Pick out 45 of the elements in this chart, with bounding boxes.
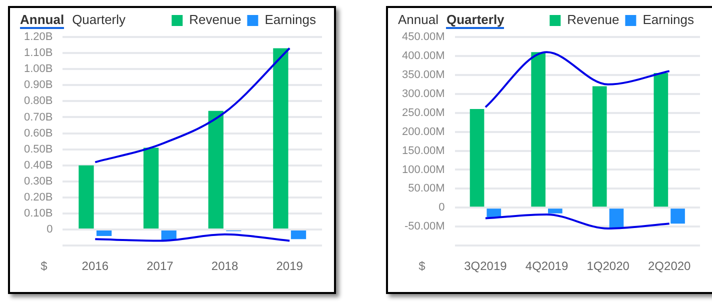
y-tick-label: 0.30B [24, 175, 53, 188]
y-tick-label: 250.00M [402, 106, 445, 119]
y-tick-label: 150.00M [402, 144, 445, 157]
y-tick-label: 100.00M [402, 164, 445, 176]
legend-label: Revenue [567, 12, 620, 28]
y-tick-label: 0.50B [24, 143, 53, 156]
y-tick-label: 0.40B [24, 159, 53, 172]
y-tick-label: 350.00M [402, 68, 445, 81]
y-tick-label: 50.00M [408, 182, 445, 195]
y-axis-title: $ [418, 259, 426, 274]
chart-subtitle: Annual [398, 12, 438, 29]
line-series [94, 47, 291, 164]
chart-title: Annual [20, 12, 64, 29]
x-tick-label: 2019 [276, 259, 304, 274]
y-tick-label: 0.70B [24, 111, 53, 124]
x-tick-label: 2016 [82, 259, 109, 274]
y-tick-label: 1.00B [24, 63, 53, 76]
legend-label: Earnings [642, 12, 694, 28]
text: Quarterly [72, 12, 126, 29]
y-tick-label: 0.60B [24, 127, 53, 140]
y-tick-label: 0.20B [24, 191, 53, 204]
y-tick-label: 1.10B [24, 47, 53, 60]
x-tick-label: 4Q2019 [525, 259, 568, 274]
legend-label: Revenue [189, 12, 242, 28]
line-series [484, 214, 670, 230]
x-tick-label: 2Q2020 [648, 259, 692, 274]
y-tick-label: 0.80B [24, 95, 53, 108]
x-tick-label: 2018 [211, 259, 238, 274]
x-tick-label: 3Q2019 [464, 259, 508, 274]
y-tick-label: 300.00M [402, 88, 445, 100]
line-series [484, 51, 670, 108]
y-tick-label: -50.00M [404, 220, 445, 233]
y-tick-label: 200.00M [402, 126, 445, 138]
legend-label: Earnings [264, 12, 316, 28]
x-tick-label: 1Q2020 [586, 259, 630, 274]
y-tick-label: 0.10B [24, 208, 53, 220]
y-tick-label: 450.00M [402, 31, 445, 44]
y-tick-label: 400.00M [402, 50, 445, 62]
x-tick-label: 2017 [146, 259, 174, 274]
chart-title: Quarterly [446, 12, 504, 29]
y-tick-label: 0 [438, 202, 445, 214]
y-tick-label: 1.20B [24, 31, 53, 44]
y-tick-label: 0.90B [24, 79, 53, 92]
y-tick-label: 0 [46, 224, 53, 236]
y-axis-title: $ [40, 259, 48, 274]
